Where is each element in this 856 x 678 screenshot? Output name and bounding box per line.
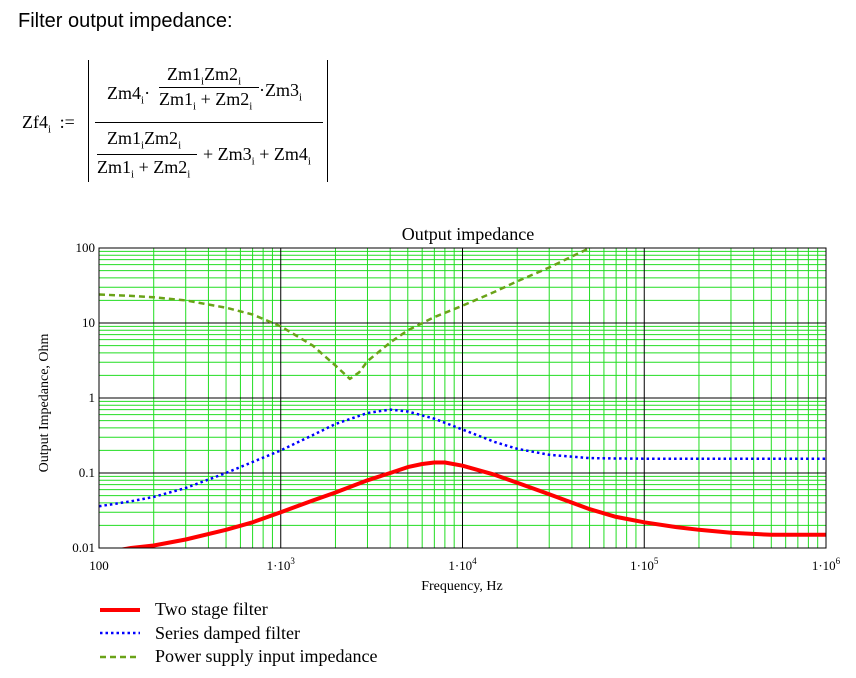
equation-den-bar: [97, 154, 197, 156]
chart-ticks: 100 10 1 0.1 0.01 100 1·103 1·104 1·105 1·106: [72, 240, 840, 573]
x-tick-label: 1·105: [630, 556, 659, 573]
series-line-3: [99, 248, 593, 381]
y-tick-label: 0.01: [72, 540, 95, 555]
equation-num-prefix: Zm4i·: [107, 83, 151, 107]
x-axis-label: Frequency, Hz: [421, 579, 503, 594]
x-tick-label: 1·104: [448, 556, 477, 573]
legend-swatch-dotted: [100, 632, 140, 635]
impedance-chart: Output impedance 100 10 1 0.1 0.01 100 1·103 1·…: [37, 224, 841, 594]
y-tick-label: 0.1: [79, 465, 95, 480]
y-axis-label: Output Impedance, Ohm: [37, 333, 52, 472]
equation-num-inner-top: Zm1iZm2i: [167, 64, 242, 88]
equation-absolute-bars: Zm4i· Zm1iZm2i Zm1i + Zm2i ·Zm3i Zm1iZm2…: [88, 60, 328, 182]
legend-swatch-solid: [100, 607, 140, 612]
equation-den-bot: Zm1i + Zm2i: [97, 157, 191, 181]
chart-grid: [99, 248, 826, 548]
y-tick-label: 1: [89, 390, 96, 405]
x-tick-label: 1·103: [267, 556, 296, 573]
legend-item-two-stage: Two stage filter: [100, 598, 377, 622]
x-tick-label: 100: [89, 558, 109, 573]
chart-legend: Two stage filter Series damped filter Po…: [100, 598, 377, 669]
equation-num-suffix: ·Zm3i: [259, 80, 303, 104]
equation-main-bar: [95, 122, 323, 124]
legend-label: Series damped filter: [155, 622, 300, 643]
chart-title: Output impedance: [402, 224, 534, 244]
x-tick-label: 1·106: [812, 556, 841, 573]
legend-item-power-supply: Power supply input impedance: [100, 645, 377, 669]
equation-den-top: Zm1iZm2i: [107, 128, 182, 152]
series-line-2: [99, 408, 826, 508]
y-tick-label: 10: [82, 315, 95, 330]
equation-num-inner-bot: Zm1i + Zm2i: [159, 89, 253, 113]
chart-series: [99, 248, 826, 548]
y-tick-label: 100: [76, 240, 96, 255]
series-line-1: [118, 460, 826, 548]
plot-frame: [98, 247, 827, 549]
equation-num-inner-bar: [159, 87, 259, 89]
equation-den-suffix: + Zm3i + Zm4i: [203, 144, 311, 168]
legend-swatch-dashed: [100, 655, 140, 658]
section-heading: Filter output impedance:: [18, 10, 233, 32]
legend-item-series-damped: Series damped filter: [100, 622, 377, 646]
legend-label: Two stage filter: [155, 599, 268, 620]
legend-label: Power supply input impedance: [155, 646, 378, 667]
equation-lhs: Zf4i :=: [22, 112, 75, 136]
